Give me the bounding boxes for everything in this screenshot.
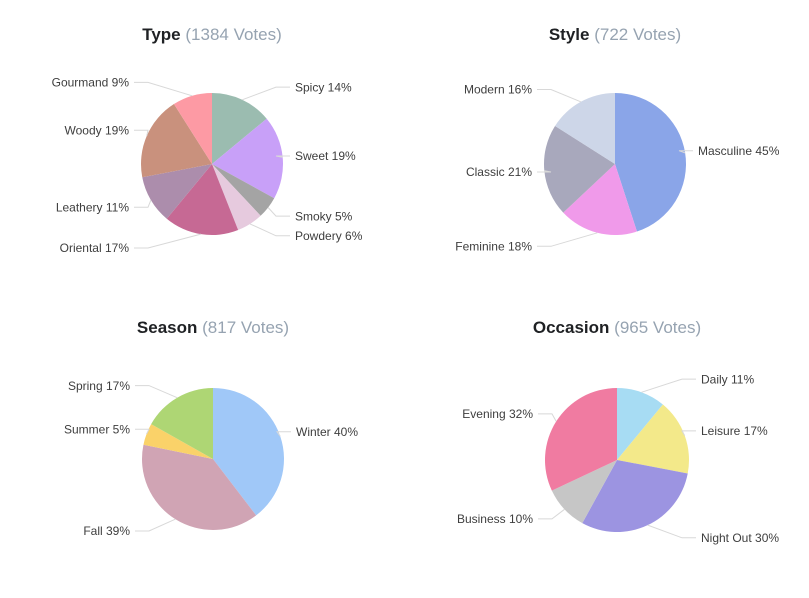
chart-votes-count: (817 Votes) — [202, 318, 290, 337]
label-connector-feminine — [537, 232, 598, 247]
slice-label-summer: Summer 5% — [64, 422, 130, 436]
slice-label-daily: Daily 11% — [701, 372, 754, 386]
pie-slice-daily[interactable] — [617, 388, 663, 460]
pie-slice-smoky[interactable] — [212, 164, 275, 216]
label-connector-fall — [135, 518, 176, 532]
pie-slice-masculine[interactable] — [615, 93, 686, 232]
chart-title-type: Type (1384 Votes) — [142, 25, 282, 45]
label-connector-evening — [538, 413, 557, 422]
slice-label-gourmand: Gourmand 9% — [52, 76, 130, 90]
pie-slice-powdery[interactable] — [212, 164, 261, 231]
slice-label-sweet: Sweet 19% — [295, 149, 356, 163]
pie-slice-spring[interactable] — [151, 388, 213, 459]
label-connector-masculine — [678, 150, 693, 154]
pie-slice-leisure[interactable] — [617, 404, 689, 474]
slice-label-powdery: Powdery 6% — [295, 229, 363, 243]
label-connector-woody — [134, 129, 149, 136]
pie-chart-occasion: Daily 11% Leisure 17% Night Out 30% Busines… — [457, 372, 779, 545]
label-connector-leisure — [681, 430, 696, 436]
chart-title-style: Style (722 Votes) — [549, 25, 681, 45]
pie-chart-style: Masculine 45% Feminine 18% Classic 21% Mode… — [455, 83, 780, 254]
pie-slice-oriental[interactable] — [166, 164, 239, 235]
pie-slice-spicy[interactable] — [212, 93, 267, 164]
slice-label-leisure: Leisure 17% — [701, 424, 768, 438]
pie-slice-summer[interactable] — [143, 424, 213, 459]
chart-title-text: Style — [548, 25, 590, 44]
chart-title-season: Season (817 Votes) — [137, 318, 289, 338]
pie-slice-woody[interactable] — [140, 104, 212, 178]
pie-slice-business[interactable] — [551, 460, 617, 524]
chart-votes-count: (965 Votes) — [614, 318, 702, 337]
pie-slice-evening[interactable] — [545, 388, 617, 491]
slice-label-spring: Spring 17% — [68, 379, 130, 393]
slice-label-business: Business 10% — [457, 512, 533, 526]
slice-label-classic: Classic 21% — [466, 165, 532, 179]
pie-slice-fall[interactable] — [141, 444, 257, 530]
label-connector-daily — [641, 378, 696, 393]
slice-label-night-out: Night Out 30% — [701, 531, 779, 545]
pie-slice-modern[interactable] — [555, 93, 615, 164]
slice-label-leathery: Leathery 11% — [56, 201, 129, 215]
label-connector-smoky — [267, 207, 290, 217]
label-connector-gourmand — [134, 81, 193, 97]
chart-cell-style: Style (722 Votes) Masculine 45% Feminine … — [405, 0, 809, 300]
pie-chart-season: Winter 40% Fall 39% Summer 5% Spring 17% — [64, 379, 358, 538]
chart-cell-occasion: Occasion (965 Votes) Daily 11% Leisure 17… — [405, 300, 809, 598]
pie-slice-gourmand[interactable] — [173, 93, 212, 164]
slice-label-smoky: Smoky 5% — [295, 209, 353, 223]
label-connector-night-out — [647, 524, 696, 539]
chart-title-text: Occasion — [532, 318, 610, 337]
pie-slice-night-out[interactable] — [582, 460, 688, 532]
slice-label-modern: Modern 16% — [464, 83, 532, 97]
slice-label-fall: Fall 39% — [83, 524, 130, 538]
label-connector-leathery — [134, 199, 152, 208]
label-connector-powdery — [249, 223, 290, 237]
slice-label-spicy: Spicy 14% — [295, 80, 352, 94]
pie-slice-feminine[interactable] — [563, 164, 637, 235]
chart-votes-count: (722 Votes) — [594, 25, 682, 44]
slice-label-oriental: Oriental 17% — [60, 241, 130, 255]
pie-chart-type: Spicy 14% Sweet 19% Smoky 5% Powdery 6% Orie… — [52, 76, 363, 256]
slice-label-masculine: Masculine 45% — [698, 144, 780, 158]
label-connector-oriental — [134, 233, 202, 249]
label-connector-winter — [276, 431, 291, 437]
label-connector-business — [538, 508, 565, 520]
pie-slice-winter[interactable] — [213, 388, 285, 516]
chart-cell-type: Type (1384 Votes) Spicy 14% Sweet 19% Smok… — [0, 0, 405, 300]
chart-cell-season: Season (817 Votes) Winter 40% Fall 39% Sum… — [0, 300, 405, 598]
label-connector-sweet — [275, 155, 290, 158]
slice-label-winter: Winter 40% — [296, 425, 358, 439]
pie-slice-classic[interactable] — [544, 125, 615, 213]
chart-title-text: Season — [136, 318, 198, 337]
label-connector-summer — [135, 428, 150, 435]
label-connector-classic — [537, 170, 552, 173]
slice-label-feminine: Feminine 18% — [455, 240, 532, 254]
slice-label-evening: Evening 32% — [462, 407, 533, 421]
pie-slice-leathery[interactable] — [142, 164, 212, 219]
label-connector-spring — [135, 385, 178, 399]
chart-title-text: Type — [142, 25, 181, 44]
slice-label-woody: Woody 19% — [65, 123, 130, 137]
chart-title-occasion: Occasion (965 Votes) — [533, 318, 701, 338]
label-connector-modern — [537, 89, 581, 103]
pie-slice-sweet[interactable] — [212, 118, 284, 199]
chart-votes-count: (1384 Votes) — [185, 25, 282, 44]
label-connector-spicy — [242, 86, 290, 101]
